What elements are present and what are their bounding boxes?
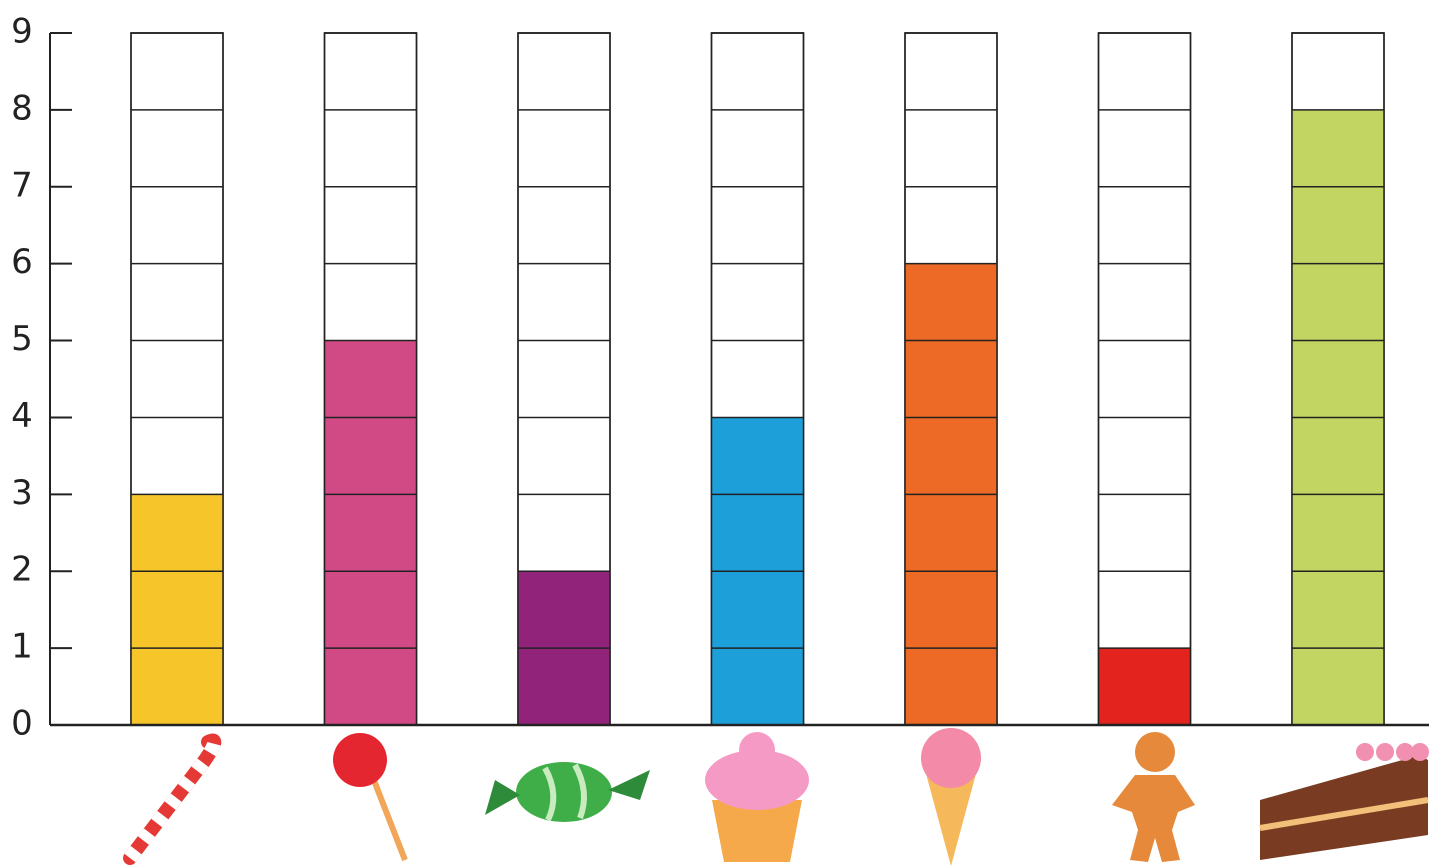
icon (739, 732, 775, 768)
bar (1098, 648, 1191, 725)
icon (1135, 732, 1175, 772)
category-icon (705, 732, 809, 862)
category-icon (1112, 732, 1195, 862)
y-tick-label: 2 (11, 550, 33, 590)
y-tick-label: 1 (11, 627, 33, 667)
icon (1260, 755, 1428, 860)
icon (333, 733, 387, 787)
icon (542, 763, 587, 822)
icon (485, 770, 650, 815)
icon (1376, 743, 1394, 761)
y-tick-label: 0 (11, 704, 33, 744)
bar (131, 494, 223, 725)
category-icon (123, 733, 222, 865)
icon (925, 770, 977, 866)
y-tick-label: 9 (11, 12, 33, 52)
icon (1356, 743, 1374, 761)
y-tick-label: 7 (11, 165, 33, 205)
category-icon (1259, 743, 1429, 860)
icon (1112, 775, 1195, 862)
icon (705, 750, 809, 810)
y-tick-label: 3 (11, 473, 33, 513)
column (1097, 32, 1192, 726)
icon (712, 800, 802, 862)
y-tick-label: 5 (11, 319, 33, 359)
icon (1411, 743, 1429, 761)
y-tick-label: 8 (11, 88, 33, 128)
bar (324, 340, 417, 725)
icon (1259, 797, 1429, 831)
icon (124, 733, 222, 863)
y-tick-label: 6 (11, 242, 33, 282)
icon (921, 728, 981, 788)
category-icon (485, 762, 650, 822)
category-icon (333, 733, 408, 862)
y-tick-label: 4 (11, 396, 33, 436)
icon (1396, 743, 1414, 761)
category-icon (921, 728, 981, 866)
icon (516, 762, 612, 822)
